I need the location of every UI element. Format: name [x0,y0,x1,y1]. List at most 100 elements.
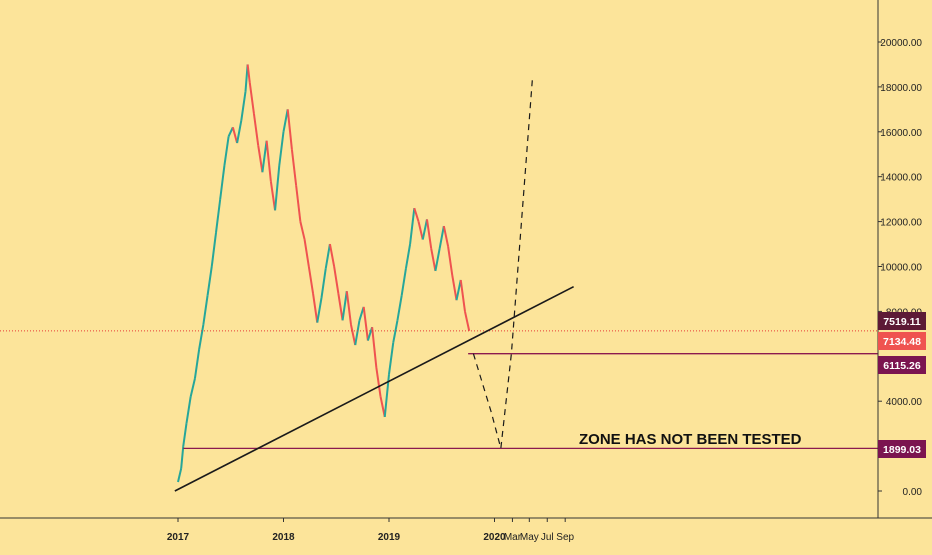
price-segment-up [227,126,234,137]
price-segment-down [337,293,344,321]
price-segment-down [257,145,264,173]
price-segment-up [438,225,445,249]
price-segment-down [447,246,454,276]
price-segment-down [307,266,315,294]
zone-annotation: ZONE HAS NOT BEEN TESTED [579,431,802,448]
price-segment-up [210,232,217,267]
price-segment-up [223,136,230,166]
price-segment-down [379,396,386,418]
y-tick-label: 10000.00 [880,263,922,274]
price-segment-up [202,295,209,326]
axis-layer: 0.004000.008000.0010000.0012000.0014000.… [0,0,932,543]
price-segment-up [206,266,213,296]
price-segment-up [177,468,183,483]
lines-layer [0,77,878,492]
price-segment-down [286,109,293,150]
price-segment-up [193,349,201,379]
x-tick-label: Sep [556,532,574,543]
x-tick-label: May [520,532,539,543]
price-segment-up [236,120,243,144]
price-segment-up [219,165,226,200]
price-segment-down [269,181,277,211]
price-label-text: 7134.48 [883,336,921,348]
price-layer [177,64,471,483]
y-tick-label: 12000.00 [880,218,922,229]
labels-layer: 7134.48 6115.26 1899.03 7519.11 ZONE HAS NOT… [579,312,926,458]
support-upper-price-label: 6115.26 [878,356,926,374]
price-segment-up [392,320,399,344]
price-segment-down [328,243,336,267]
price-segment-up [324,243,331,269]
price-segment-up [182,423,188,447]
price-segment-down [371,327,378,368]
price-segment-down [303,239,310,267]
y-tick-label: 20000.00 [880,38,922,49]
price-segment-down [290,149,298,186]
price-segment-down [265,140,272,182]
price-segment-up [396,295,403,321]
x-tick-label: 2017 [167,532,190,543]
price-segment-up [455,279,462,301]
price-segment-up [282,109,289,132]
y-tick-label: 0.00 [903,487,923,498]
x-tick-label: 2019 [378,532,401,543]
price-segment-down [231,127,239,144]
support-lower-price-label: 1899.03 [878,440,926,458]
price-segment-up [240,91,247,121]
price-segment-down [362,306,369,341]
price-segment-up [409,208,416,245]
price-segment-down [333,266,340,294]
price-segment-up [316,297,323,323]
x-tick-label: Jul [541,532,554,543]
price-segment-down [345,291,353,325]
price-segment-down [312,293,319,323]
price-segment-up [388,342,395,375]
price-segment-down [451,275,458,301]
price-segment-down [252,113,260,146]
price-segment-down [413,207,420,222]
price-label-text: 7519.11 [883,316,921,328]
price-segment-down [442,225,450,247]
price-segment-up [185,396,192,424]
price-label-box [878,356,926,374]
price-segment-down [459,279,466,312]
price-segment-up [189,378,196,397]
price-segment-down [425,219,433,249]
price-label-text: 1899.03 [883,444,921,456]
price-segment-down [463,311,471,332]
price-segment-up [341,291,348,321]
price-segment-up [354,320,361,346]
price-segment-up [421,219,428,240]
price-label-box [878,440,926,458]
price-segment-down [375,367,382,397]
y-tick-label: 16000.00 [880,128,922,139]
price-segment-down [299,221,306,240]
price-segment-down [430,248,437,272]
price-label-box [878,332,926,350]
price-segment-up [434,248,441,272]
price-segment-up [274,165,281,211]
y-tick-label: 18000.00 [880,83,922,94]
x-tick-label: 2018 [272,532,295,543]
price-segment-up [198,324,205,350]
price-segment-down [248,82,255,114]
price-segment-down [295,185,302,222]
price-label-text: 6115.26 [883,360,921,372]
top-marker-price-label: 7519.11 [878,312,926,330]
price-segment-up [214,199,222,233]
price-segment-down [246,64,251,83]
y-tick-label: 4000.00 [886,397,923,408]
ascending-trendline[interactable] [174,285,574,492]
price-segment-up [400,268,407,296]
x-tick-label: Mar [504,532,522,543]
price-segment-down [350,324,357,346]
price-label-box [878,312,926,330]
y-tick-label: 14000.00 [880,173,922,184]
x-tick-label: 2020 [483,532,506,543]
price-segment-up [278,131,285,166]
price-segment-up [320,268,327,299]
price-segment-down [417,221,424,240]
